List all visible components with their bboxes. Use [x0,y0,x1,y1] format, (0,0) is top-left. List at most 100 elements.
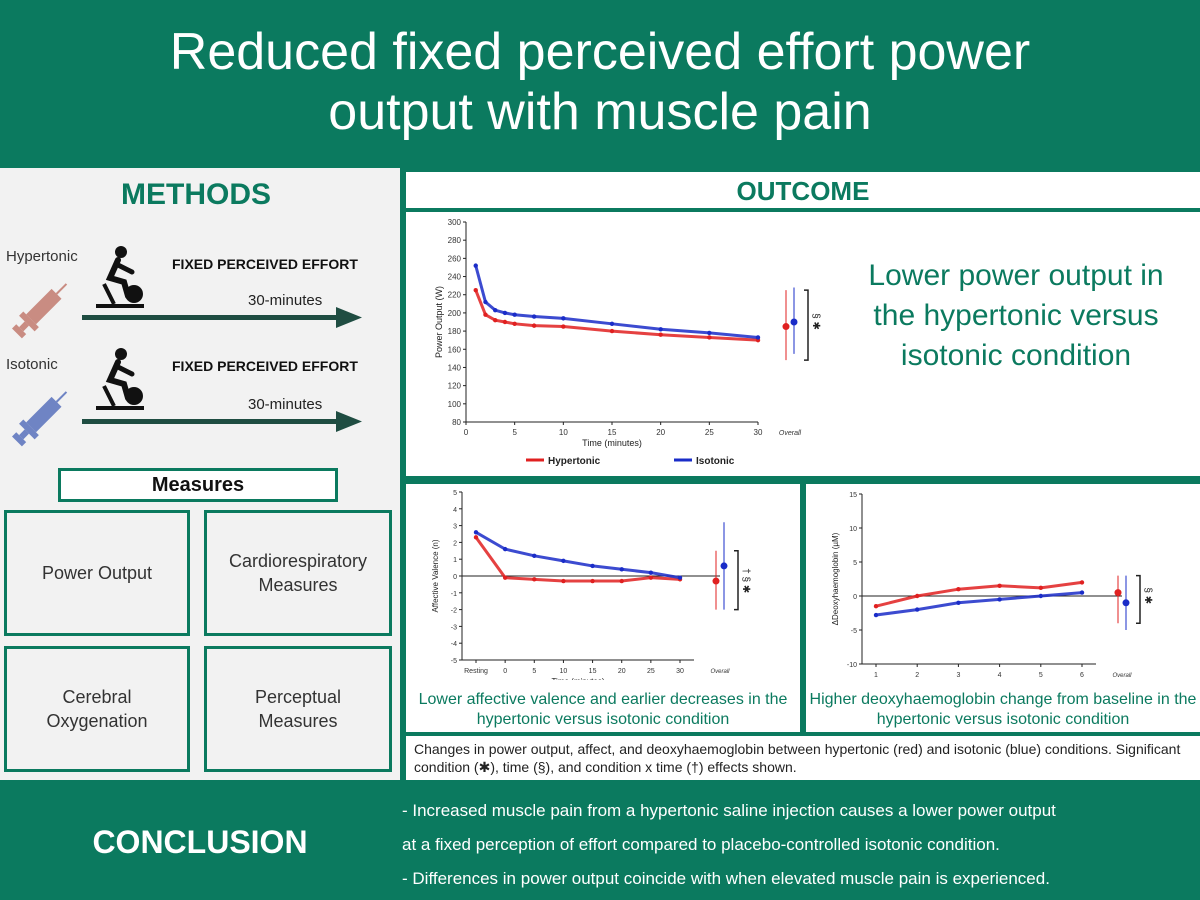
x-tick-label: 25 [705,428,714,437]
isotonic-line [474,265,759,339]
syringe-icon [12,283,68,339]
hypertonic-point [502,319,508,325]
conclusion-line: - Increased muscle pain from a hypertoni… [402,801,1056,820]
measure-label: Perceptual Measures [254,687,342,731]
hypertonic-point [493,317,498,323]
isotonic-point [473,263,478,268]
y-tick-label: -3 [451,624,457,631]
x-tick-label: 4 [998,672,1002,679]
y-tick-label: 140 [448,363,462,372]
affective-valence-chart: -5 -4 -3 -2 -1 0 1 2 3 4 5 Resting 0 5 10 15 20 25 30 Time … [431,490,751,680]
y-tick-label: 280 [448,236,462,245]
significance-bracket [804,289,809,361]
y-tick-label: -5 [851,628,857,635]
isotonic-line [475,531,681,580]
isotonic-point [561,558,566,564]
isotonic-point [561,316,566,321]
duration-label: 30-minutes [248,292,323,309]
x-tick-label: 10 [559,428,568,437]
isotonic-point [532,553,537,559]
x-tick-label: 5 [1039,672,1043,679]
hypertonic-point [1079,580,1085,585]
hypertonic-point [997,583,1002,588]
overall-label: Overall [779,430,802,437]
title-line-2: output with muscle pain [328,83,872,141]
title-line-1: Reduced fixed perceived effort power [169,23,1031,81]
x-tick-label: 1 [874,672,878,679]
affect-caption: Lower affective valence and earlier decr… [418,691,788,728]
hypertonic-point [512,321,517,327]
y-tick-label: 4 [453,507,457,514]
hypertonic-point [658,332,663,337]
x-axis-label: Time (minutes) [582,438,642,448]
isotonic-point [707,330,712,336]
x-tick-label: 2 [915,672,919,679]
measure-label: Cardiorespiratory Measures [228,551,368,595]
measures-heading: Measures [58,468,338,502]
hypertonic-point [915,593,920,599]
hypertonic-overall-point [712,577,720,585]
hypertonic-point [590,578,595,584]
isotonic-line [875,591,1083,617]
significance-marks: § ✱ [810,313,821,330]
x-tick-label: 3 [956,672,960,679]
methods-heading: METHODS [121,178,271,211]
significance-bracket [734,550,739,611]
significance-marks: § ✱ [1142,587,1153,604]
isotonic-point [755,335,761,340]
hypertonic-point [561,578,566,584]
timeline-arrow [82,307,362,328]
y-tick-label: 10 [849,526,857,533]
overall-label: Overall [710,669,730,675]
x-tick-label: 10 [560,668,568,675]
page-title: Reduced fixed perceived effort power out… [0,22,1200,142]
duration-label: 30-minutes [248,396,323,413]
hypertonic-line [875,580,1083,608]
conclusion-text: - Increased muscle pain from a hypertoni… [402,794,1198,896]
hypertonic-label: Hypertonic [6,248,78,265]
conclusion-banner [0,780,1200,900]
y-tick-label: 120 [448,382,462,391]
y-tick-label: 2 [453,540,457,547]
hypertonic-point [648,575,654,580]
hypertonic-point [1038,585,1043,591]
isotonic-point [502,310,508,316]
isotonic-point [502,546,508,552]
y-tick-label: 0 [453,574,457,581]
title-banner [0,0,1200,168]
y-tick-label: -5 [451,658,457,665]
x-tick-label: 5 [512,428,517,437]
y-tick-label: -2 [451,608,457,615]
isotonic-point [915,607,920,612]
y-tick-label: 0 [853,594,857,601]
x-tick-label: 25 [647,668,655,675]
hypertonic-point [609,328,615,334]
isotonic-overall-point [720,562,728,570]
y-axis-label: ΔDeoxyhaemoglobin (µM) [831,532,840,625]
significance-marks: † § ✱ [740,568,751,593]
x-axis-label: Time (minutes) [551,677,604,680]
y-axis-label: Affective Valence (n) [431,539,440,612]
hypertonic-point [473,535,479,540]
y-tick-label: 5 [453,490,457,497]
y-tick-label: 100 [448,400,462,409]
hypertonic-point [619,578,624,584]
hypertonic-line [474,536,681,583]
isotonic-point [609,321,615,327]
power-output-chart: 80 100 120 140 160 180 200 220 240 260 280 300 0 5 10 1… [434,218,821,467]
isotonic-point [590,563,595,569]
conclusion-line: - Differences in power output coincide w… [402,869,1050,888]
isotonic-point [873,612,879,618]
isotonic-point [512,312,517,317]
y-tick-label: 220 [448,291,462,300]
summary-box [406,736,1200,780]
fixed-effort-label: FIXED PERCEIVED EFFORT [172,256,358,272]
timeline-arrow [82,411,362,432]
deoxyhaemoglobin-chart: -10-5051015123456Time ZoneΔDeoxyhaemoglo… [831,492,1153,679]
y-tick-label: 15 [849,492,857,499]
y-tick-label: 300 [448,218,462,227]
fixed-effort-label: FIXED PERCEIVED EFFORT [172,358,358,374]
x-tick-label: 30 [754,428,763,437]
affect-panel [406,484,800,732]
outcome-heading: OUTCOME [736,176,870,206]
